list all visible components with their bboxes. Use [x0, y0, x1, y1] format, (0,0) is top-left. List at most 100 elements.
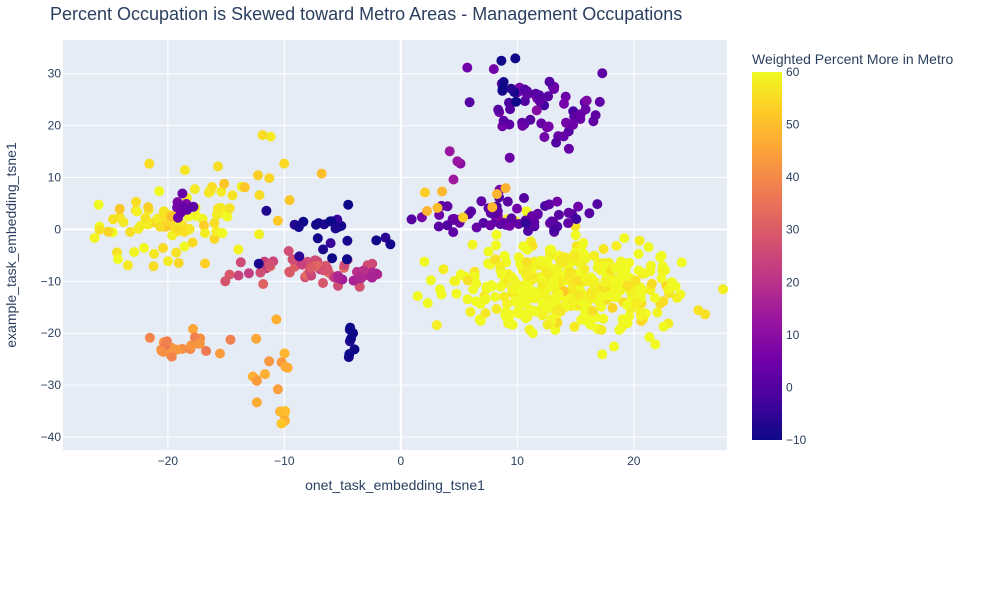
- scatter-point: [573, 201, 584, 212]
- scatter-point: [558, 131, 569, 142]
- scatter-point: [471, 222, 482, 233]
- scatter-point: [173, 258, 184, 268]
- colorbar-tick-label: 40: [786, 170, 800, 184]
- scatter-point: [537, 280, 548, 291]
- x-tick-label: 20: [627, 454, 641, 468]
- scatter-point: [597, 68, 608, 79]
- scatter-point: [113, 254, 123, 265]
- scatter-point: [657, 265, 668, 276]
- scatter-point: [450, 276, 461, 287]
- scatter-point: [574, 290, 585, 301]
- scatter-point: [143, 202, 154, 213]
- scatter-point: [216, 186, 227, 197]
- scatter-point: [600, 277, 611, 288]
- scatter-point: [343, 199, 354, 210]
- scatter-point: [294, 251, 305, 262]
- colorbar-tick-label: 0: [786, 380, 793, 394]
- scatter-point: [103, 226, 114, 237]
- scatter-point: [553, 209, 564, 220]
- scatter-point: [254, 229, 264, 240]
- scatter-point: [280, 361, 291, 372]
- scatter-point: [348, 328, 359, 339]
- scatter-point: [581, 95, 592, 106]
- scatter-point: [539, 132, 550, 142]
- y-tick-label: 30: [48, 67, 62, 81]
- scatter-point: [607, 302, 618, 313]
- scatter-point: [318, 244, 329, 255]
- scatter-point: [598, 313, 609, 324]
- scatter-point: [486, 280, 497, 291]
- scatter-point: [448, 174, 459, 185]
- scatter-point: [499, 291, 510, 302]
- colorbar-tick-label: −10: [786, 433, 807, 447]
- scatter-point: [611, 240, 622, 251]
- scatter-point: [311, 219, 321, 230]
- x-tick-label: 10: [511, 454, 525, 468]
- scatter-point: [254, 190, 265, 201]
- scatter-point: [633, 265, 644, 276]
- scatter-point: [355, 273, 366, 284]
- scatter-point: [622, 280, 633, 291]
- scatter-point: [534, 90, 545, 101]
- scatter-point: [342, 254, 352, 265]
- scatter-point: [570, 230, 581, 241]
- scatter-point: [264, 259, 275, 270]
- scatter-point: [480, 308, 491, 319]
- scatter-point: [199, 220, 209, 231]
- scatter-point: [451, 288, 462, 299]
- scatter-point: [188, 201, 199, 212]
- scatter-point: [631, 297, 642, 308]
- scatter-point: [187, 237, 198, 248]
- scatter-point: [658, 321, 669, 332]
- scatter-point: [209, 218, 220, 229]
- colorbar-title: Weighted Percent More in Metro: [752, 51, 953, 67]
- scatter-point: [184, 223, 195, 234]
- scatter-point: [318, 278, 328, 288]
- scatter-point: [507, 319, 518, 330]
- scatter-point: [496, 269, 507, 280]
- x-tick-label: −20: [158, 454, 179, 468]
- scatter-point: [568, 119, 579, 130]
- scatter-point: [462, 62, 473, 73]
- scatter-point: [672, 292, 682, 303]
- scatter-point: [433, 221, 444, 232]
- scatter-point: [616, 256, 627, 267]
- gridlines: [63, 40, 727, 450]
- scatter-point: [243, 268, 254, 279]
- data-points: [89, 53, 729, 429]
- scatter-point: [224, 203, 235, 214]
- scatter-point: [541, 267, 552, 278]
- scatter-point: [584, 208, 595, 219]
- scatter-point: [131, 196, 141, 207]
- scatter-point: [419, 256, 430, 267]
- scatter-point: [658, 296, 669, 307]
- y-axis-title: example_task_embedding_tsne1: [3, 142, 19, 348]
- scatter-point: [118, 217, 129, 228]
- scatter-point: [508, 284, 519, 295]
- scatter-point: [325, 238, 336, 249]
- scatter-point: [260, 369, 270, 380]
- scatter-point: [495, 281, 506, 292]
- scatter-point: [488, 64, 499, 75]
- scatter-point: [592, 262, 603, 273]
- scatter-point: [108, 214, 119, 225]
- scatter-point: [293, 222, 304, 233]
- x-axis-ticks: −20 −10 0 10 20: [158, 454, 641, 468]
- scatter-point: [251, 375, 262, 386]
- scatter-point: [491, 304, 502, 314]
- y-axis-ticks: −40 −30 −20 −10 0 10 20 30: [41, 67, 62, 444]
- scatter-point: [610, 263, 621, 274]
- scatter-point: [506, 83, 517, 94]
- scatter-point: [543, 121, 554, 132]
- scatter-point: [171, 247, 182, 258]
- scatter-point: [148, 261, 159, 272]
- scatter-point: [177, 188, 188, 199]
- scatter-point: [201, 346, 212, 356]
- scatter-point: [596, 324, 607, 335]
- scatter-point: [114, 203, 125, 214]
- scatter-point: [676, 257, 687, 268]
- scatter-point: [467, 239, 478, 250]
- scatter-point: [437, 186, 448, 197]
- scatter-point: [622, 299, 633, 310]
